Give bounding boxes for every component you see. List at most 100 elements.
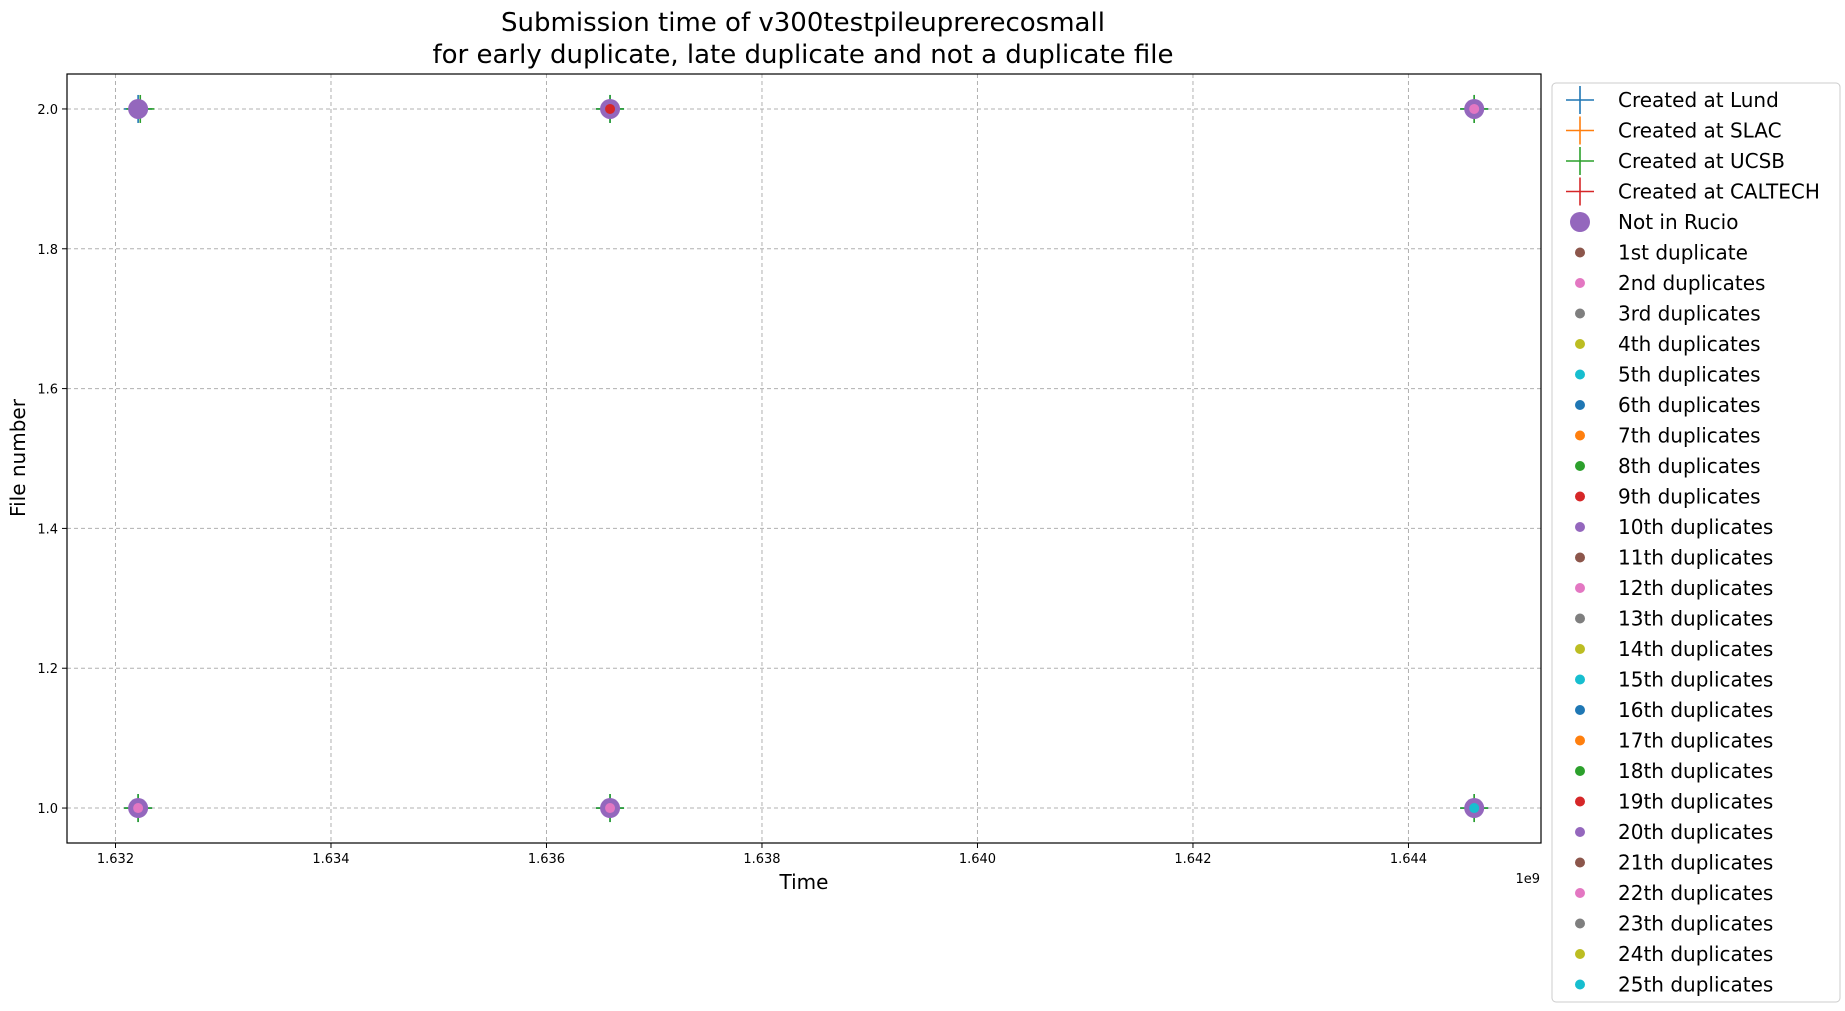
- legend-swatch: [1575, 735, 1585, 746]
- legend-item: 2nd duplicates: [1575, 271, 1765, 295]
- data-markers: [124, 94, 1489, 823]
- legend-swatch: [1575, 430, 1585, 441]
- legend-item: 18th duplicates: [1575, 759, 1773, 783]
- y-tick-label: 1.4: [37, 522, 58, 537]
- legend-label: 4th duplicates: [1618, 332, 1761, 356]
- legend-swatch: [1575, 308, 1585, 319]
- legend-label: 9th duplicates: [1618, 485, 1761, 509]
- legend-label: 13th duplicates: [1618, 607, 1773, 631]
- legend-label: 3rd duplicates: [1618, 302, 1761, 326]
- legend-item: 20th duplicates: [1575, 820, 1773, 844]
- x-tick-label: 1.642: [1174, 852, 1211, 867]
- legend-label: 18th duplicates: [1618, 759, 1773, 783]
- legend-swatch: [1575, 613, 1585, 624]
- legend-label: 1st duplicate: [1618, 241, 1748, 265]
- legend-label: 6th duplicates: [1618, 393, 1761, 417]
- legend-item: 14th duplicates: [1575, 637, 1773, 661]
- legend-item: 15th duplicates: [1575, 668, 1773, 692]
- legend-item: 22th duplicates: [1575, 881, 1773, 905]
- legend-item: 1st duplicate: [1575, 241, 1748, 265]
- legend-label: 10th duplicates: [1618, 515, 1773, 539]
- y-axis-label: File number: [6, 398, 30, 517]
- legend-label: Created at CALTECH: [1618, 180, 1820, 204]
- legend-swatch: [1566, 116, 1594, 145]
- legend-item: Created at UCSB: [1566, 147, 1785, 175]
- legend-item: 19th duplicates: [1575, 790, 1773, 814]
- legend-swatch: [1575, 247, 1585, 258]
- legend-item: 12th duplicates: [1575, 576, 1773, 600]
- legend-label: Created at Lund: [1618, 88, 1779, 112]
- data-point: [1469, 803, 1480, 814]
- legend-item: 5th duplicates: [1575, 363, 1761, 387]
- legend-swatch: [1575, 644, 1585, 654]
- legend-swatch: [1566, 177, 1594, 206]
- legend-item: 13th duplicates: [1575, 607, 1773, 631]
- legend-label: 5th duplicates: [1618, 363, 1761, 387]
- data-point: [1469, 103, 1480, 114]
- legend-label: 23th duplicates: [1618, 912, 1773, 936]
- legend-label: Created at SLAC: [1618, 119, 1782, 143]
- x-tick-label: 1.644: [1390, 852, 1427, 867]
- legend-label: 22th duplicates: [1618, 881, 1773, 905]
- legend-item: Not in Rucio: [1570, 210, 1738, 234]
- y-tick-label: 1.0: [37, 802, 58, 817]
- legend-swatch: [1575, 766, 1585, 776]
- legend-swatch: [1575, 857, 1585, 868]
- legend-item: 8th duplicates: [1575, 454, 1761, 478]
- legend-swatch: [1566, 147, 1594, 175]
- legend-swatch: [1575, 918, 1585, 929]
- legend-swatch: [1575, 491, 1585, 502]
- legend-item: 16th duplicates: [1575, 698, 1773, 722]
- legend-swatch: [1575, 552, 1585, 563]
- legend-item: 17th duplicates: [1575, 729, 1773, 753]
- x-tick-label: 1.632: [97, 852, 134, 867]
- legend-label: 12th duplicates: [1618, 576, 1773, 600]
- x-tick-label: 1.638: [743, 852, 780, 867]
- x-offset-label: 1e9: [1515, 872, 1540, 887]
- legend-swatch: [1575, 278, 1585, 288]
- legend-swatch: [1575, 369, 1585, 380]
- legend-label: 16th duplicates: [1618, 698, 1773, 722]
- legend-label: 17th duplicates: [1618, 729, 1773, 753]
- legend-item: 9th duplicates: [1575, 485, 1761, 509]
- legend-item: 3rd duplicates: [1575, 302, 1761, 326]
- chart-title-line-1: Submission time of v300testpileuprerecos…: [501, 8, 1105, 38]
- y-tick-label: 1.6: [37, 383, 58, 398]
- y-tick-label: 1.2: [37, 662, 58, 677]
- legend-swatch: [1575, 949, 1585, 959]
- legend-label: 20th duplicates: [1618, 820, 1773, 844]
- legend-item: 7th duplicates: [1575, 424, 1761, 448]
- legend-swatch: [1575, 705, 1585, 715]
- legend-swatch: [1575, 461, 1585, 471]
- legend-swatch: [1575, 522, 1585, 532]
- legend-label: 2nd duplicates: [1618, 271, 1765, 295]
- legend-item: Created at CALTECH: [1566, 177, 1820, 206]
- legend-label: 7th duplicates: [1618, 424, 1761, 448]
- data-point: [605, 103, 616, 114]
- x-tick-label: 1.640: [959, 852, 996, 867]
- legend-swatch: [1570, 212, 1590, 232]
- legend-label: Created at UCSB: [1618, 149, 1785, 173]
- legend-label: 21th duplicates: [1618, 851, 1773, 875]
- legend-swatch: [1575, 583, 1585, 593]
- legend-frame: [1551, 82, 1841, 1003]
- legend-item: Created at SLAC: [1566, 116, 1782, 145]
- legend-item: 24th duplicates: [1575, 942, 1773, 966]
- chart-title-line-2: for early duplicate, late duplicate and …: [432, 40, 1173, 70]
- axis-ticks: 1.632 1.634 1.636 1.638 1.640 1.642 1.644 1.0 1.…: [37, 103, 1427, 867]
- grid: [67, 74, 1541, 843]
- legend-item: 23th duplicates: [1575, 912, 1773, 936]
- legend-item: 6th duplicates: [1575, 393, 1761, 417]
- legend-label: 24th duplicates: [1618, 942, 1773, 966]
- legend-item: 21th duplicates: [1575, 851, 1773, 875]
- legend-label: 15th duplicates: [1618, 668, 1773, 692]
- y-tick-label: 1.8: [37, 243, 58, 258]
- plot-frame: [66, 73, 1542, 844]
- legend-item: 11th duplicates: [1575, 546, 1773, 570]
- legend-label: 19th duplicates: [1618, 790, 1773, 814]
- legend-item: 4th duplicates: [1575, 332, 1761, 356]
- legend-swatch: [1575, 796, 1585, 807]
- legend-label: 14th duplicates: [1618, 637, 1773, 661]
- legend-label: Not in Rucio: [1618, 210, 1738, 234]
